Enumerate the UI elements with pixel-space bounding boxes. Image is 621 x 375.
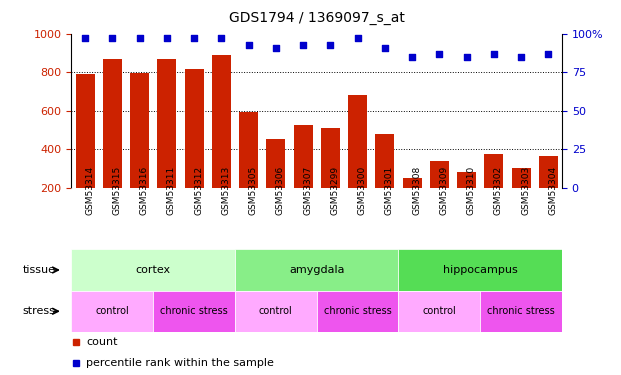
Point xyxy=(189,35,199,41)
Point xyxy=(407,54,417,60)
Text: amygdala: amygdala xyxy=(289,265,345,275)
Point xyxy=(243,42,253,48)
Text: percentile rank within the sample: percentile rank within the sample xyxy=(86,358,274,368)
Text: cortex: cortex xyxy=(135,265,171,275)
Text: GSM53306: GSM53306 xyxy=(276,166,285,215)
Text: control: control xyxy=(96,306,129,316)
Bar xyxy=(71,291,153,332)
Text: GSM53310: GSM53310 xyxy=(466,166,476,215)
Point xyxy=(489,51,499,57)
Point xyxy=(434,51,444,57)
Bar xyxy=(484,154,504,188)
Bar xyxy=(102,59,122,188)
Bar xyxy=(71,249,235,291)
Bar xyxy=(184,69,204,188)
Bar xyxy=(235,291,317,332)
Bar xyxy=(130,73,149,188)
Text: GSM53299: GSM53299 xyxy=(330,166,339,215)
Bar xyxy=(212,55,231,188)
Bar xyxy=(399,249,562,291)
Text: GSM53303: GSM53303 xyxy=(521,166,530,215)
Bar xyxy=(430,160,449,188)
Text: GSM53308: GSM53308 xyxy=(412,166,421,215)
Bar xyxy=(266,140,286,188)
Bar xyxy=(457,172,476,188)
Point xyxy=(380,45,390,51)
Text: control: control xyxy=(259,306,292,316)
Text: GDS1794 / 1369097_s_at: GDS1794 / 1369097_s_at xyxy=(229,11,405,25)
Point xyxy=(80,35,90,41)
Bar xyxy=(348,95,367,188)
Text: hippocampus: hippocampus xyxy=(443,265,518,275)
Text: control: control xyxy=(422,306,456,316)
Text: GSM53302: GSM53302 xyxy=(494,166,503,215)
Text: GSM53314: GSM53314 xyxy=(85,166,94,215)
Bar xyxy=(402,178,422,188)
Bar xyxy=(399,291,480,332)
Text: GSM53312: GSM53312 xyxy=(194,166,203,215)
Point xyxy=(543,51,553,57)
Point xyxy=(271,45,281,51)
Bar xyxy=(375,134,394,188)
Text: stress: stress xyxy=(23,306,56,316)
Text: GSM53316: GSM53316 xyxy=(140,166,148,215)
Text: GSM53307: GSM53307 xyxy=(303,166,312,215)
Text: GSM53309: GSM53309 xyxy=(439,166,448,215)
Point xyxy=(353,35,363,41)
Text: GSM53300: GSM53300 xyxy=(358,166,366,215)
Bar xyxy=(512,168,531,188)
Bar xyxy=(235,249,399,291)
Point xyxy=(516,54,526,60)
Text: GSM53313: GSM53313 xyxy=(221,166,230,215)
Point xyxy=(162,35,172,41)
Text: GSM53305: GSM53305 xyxy=(248,166,258,215)
Bar xyxy=(153,291,235,332)
Point xyxy=(325,42,335,48)
Bar xyxy=(317,291,399,332)
Point xyxy=(107,35,117,41)
Text: GSM53301: GSM53301 xyxy=(385,166,394,215)
Bar xyxy=(480,291,562,332)
Text: count: count xyxy=(86,337,117,347)
Bar xyxy=(157,59,176,188)
Point xyxy=(216,35,226,41)
Text: chronic stress: chronic stress xyxy=(160,306,228,316)
Text: GSM53304: GSM53304 xyxy=(548,166,558,215)
Point xyxy=(461,54,471,60)
Text: chronic stress: chronic stress xyxy=(487,306,555,316)
Point xyxy=(298,42,308,48)
Bar xyxy=(539,156,558,188)
Text: tissue: tissue xyxy=(23,265,56,275)
Bar xyxy=(76,74,94,188)
Bar xyxy=(294,125,312,188)
Point xyxy=(135,35,145,41)
Text: chronic stress: chronic stress xyxy=(324,306,391,316)
Bar xyxy=(321,128,340,188)
Bar xyxy=(239,112,258,188)
Text: GSM53315: GSM53315 xyxy=(112,166,121,215)
Text: GSM53311: GSM53311 xyxy=(167,166,176,215)
